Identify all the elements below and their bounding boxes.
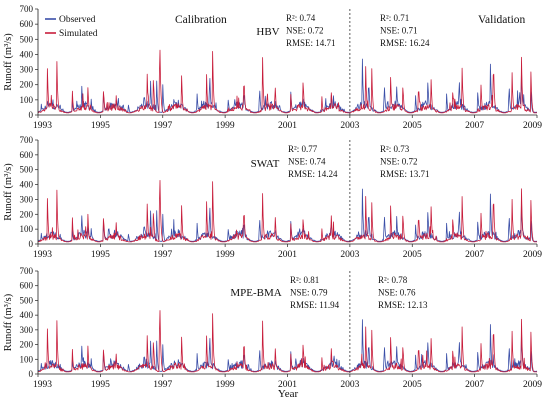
panel-hbv: 0 100 200 300 400 500 600 700 1993 1995 1997 1999 20… xyxy=(3,4,542,131)
x-tick-label: 1993 xyxy=(33,121,52,131)
x-tick-label: 2007 xyxy=(465,380,484,390)
stats-validation-line: NSE: 0.71 xyxy=(380,26,418,36)
y-tick-label: 0 xyxy=(29,110,34,120)
x-tick-label: 2003 xyxy=(340,250,359,260)
period-validation-label: Validation xyxy=(478,14,526,26)
y-tick-label: 500 xyxy=(20,34,34,44)
y-tick-label: 400 xyxy=(20,49,34,59)
y-tick-label: 400 xyxy=(20,310,34,320)
y-axis-label: Runoff (m³/s) xyxy=(3,163,14,221)
stats-validation-line: RMSE: 13.71 xyxy=(380,169,430,179)
x-axis-label: Year xyxy=(278,388,299,400)
stats-validation-line: NSE: 0.72 xyxy=(380,157,418,167)
x-tick-label: 1999 xyxy=(216,250,235,260)
y-tick-label: 600 xyxy=(20,150,34,160)
legend: Observed Simulated xyxy=(45,15,98,39)
stats-calibration-line: RMSE: 14.71 xyxy=(286,38,336,48)
y-tick-label: 500 xyxy=(20,295,34,305)
y-tick-label: 100 xyxy=(20,95,34,105)
stats-calibration-line: NSE: 0.79 xyxy=(290,288,328,298)
x-tick-label: 1997 xyxy=(153,121,172,131)
y-tick-label: 500 xyxy=(20,165,34,175)
y-tick-label: 300 xyxy=(20,65,34,75)
x-tick-label: 1997 xyxy=(153,250,172,260)
legend-label-simulated: Simulated xyxy=(59,29,98,39)
series-simulated-line xyxy=(38,310,538,373)
panel-swat: 0 100 200 300 400 500 600 700 1993 1995 1997 1999 20… xyxy=(3,135,542,260)
x-tick-label: 1997 xyxy=(153,380,172,390)
panel-mpebma: 0 100 200 300 400 500 600 700 1993 1995 1997 1999 20… xyxy=(3,266,542,390)
x-tick-label: 1995 xyxy=(91,121,110,131)
x-tick-label: 1999 xyxy=(216,121,235,131)
stats-calibration-line: RMSE: 14.24 xyxy=(288,169,338,179)
x-tick-label: 1999 xyxy=(216,380,235,390)
stats-validation-line: R²: 0.78 xyxy=(378,275,408,285)
stats-calibration-line: NSE: 0.74 xyxy=(288,157,326,167)
stats-validation-line: R²: 0.73 xyxy=(380,144,410,154)
y-axis-label: Runoff (m³/s) xyxy=(3,293,14,351)
x-tick-label: 2001 xyxy=(278,121,297,131)
y-tick-label: 600 xyxy=(20,281,34,291)
x-tick-label: 1993 xyxy=(33,250,52,260)
x-tick-label: 2007 xyxy=(465,121,484,131)
series-observed-line xyxy=(38,188,538,242)
x-tick-label: 2005 xyxy=(403,121,422,131)
x-tick-label: 2003 xyxy=(340,121,359,131)
x-tick-label: 2007 xyxy=(465,250,484,260)
y-tick-label: 700 xyxy=(20,266,34,276)
y-tick-label: 200 xyxy=(20,80,34,90)
y-tick-label: 0 xyxy=(29,239,34,249)
y-tick-label: 0 xyxy=(29,369,34,379)
stats-calibration-line: RMSE: 11.94 xyxy=(290,300,340,310)
series-simulated-line xyxy=(38,180,538,243)
y-tick-label: 300 xyxy=(20,325,34,335)
stats-calibration-line: NSE: 0.72 xyxy=(286,26,324,36)
y-tick-label: 100 xyxy=(20,224,34,234)
x-tick-label: 2001 xyxy=(278,380,297,390)
model-name: MPE-BMA xyxy=(230,287,281,299)
y-tick-label: 300 xyxy=(20,194,34,204)
y-tick-label: 700 xyxy=(20,4,34,14)
series-observed-line xyxy=(37,58,538,113)
series-simulated-line xyxy=(37,49,538,114)
x-tick-label: 1993 xyxy=(33,380,52,390)
model-name: HBV xyxy=(256,26,279,38)
stats-calibration-line: R²: 0.81 xyxy=(290,275,319,285)
x-tick-label: 2005 xyxy=(403,250,422,260)
y-tick-label: 200 xyxy=(20,340,34,350)
x-tick-label: 2009 xyxy=(523,121,542,131)
x-tick-label: 2009 xyxy=(523,380,542,390)
x-tick-label: 1995 xyxy=(91,250,110,260)
y-tick-label: 200 xyxy=(20,209,34,219)
stats-calibration-line: R²: 0.77 xyxy=(288,144,318,154)
x-tick-label: 2005 xyxy=(403,380,422,390)
y-tick-label: 600 xyxy=(20,19,34,29)
stats-validation-line: R²: 0.71 xyxy=(380,13,409,23)
y-axis-label: Runoff (m³/s) xyxy=(3,33,14,91)
y-tick-label: 700 xyxy=(20,135,34,145)
y-tick-label: 400 xyxy=(20,180,34,190)
x-tick-label: 2003 xyxy=(340,380,359,390)
x-tick-label: 1995 xyxy=(91,380,110,390)
legend-label-observed: Observed xyxy=(59,15,96,25)
x-tick-label: 2001 xyxy=(278,250,297,260)
x-tick-label: 2009 xyxy=(523,250,542,260)
stats-validation-line: RMSE: 16.24 xyxy=(380,38,430,48)
period-calibration-label: Calibration xyxy=(175,14,227,26)
y-tick-label: 100 xyxy=(20,354,34,364)
model-name: SWAT xyxy=(251,158,280,170)
stats-calibration-line: R²: 0.74 xyxy=(286,13,316,23)
stats-validation-line: RMSE: 12.13 xyxy=(378,300,428,310)
stats-validation-line: NSE: 0.76 xyxy=(378,288,416,298)
